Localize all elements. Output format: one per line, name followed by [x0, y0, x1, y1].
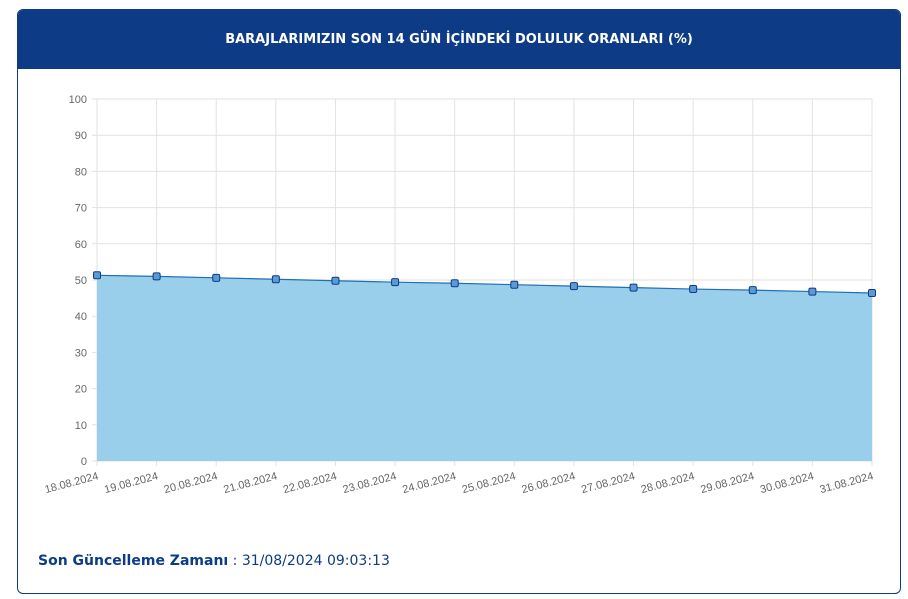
area	[97, 275, 872, 461]
point	[689, 285, 698, 294]
y-tick-label: 60	[75, 239, 87, 251]
point	[808, 287, 817, 296]
point	[93, 271, 101, 280]
x-tick-label: 30.08.2024	[759, 470, 815, 496]
point	[152, 272, 161, 281]
x-tick-label: 22.08.2024	[282, 470, 338, 496]
x-tick-label: 18.08.2024	[43, 470, 99, 496]
y-tick-label: 20	[75, 384, 87, 396]
point	[629, 283, 638, 292]
x-tick-label: 26.08.2024	[520, 470, 576, 496]
x-tick-label: 28.08.2024	[640, 470, 696, 496]
x-tick-label: 25.08.2024	[461, 470, 517, 496]
point	[450, 279, 459, 288]
update-info: Son Güncelleme Zamanı : 31/08/2024 09:03…	[38, 553, 390, 569]
point	[331, 276, 340, 285]
update-label: Son Güncelleme Zamanı	[38, 553, 229, 569]
card: BARAJLARIMIZIN SON 14 GÜN İÇİNDEKİ DOLUL…	[17, 9, 901, 594]
point	[391, 278, 400, 287]
x-tick-label: 31.08.2024	[818, 470, 874, 496]
x-tick-label: 27.08.2024	[580, 470, 636, 496]
y-tick-label: 100	[69, 94, 87, 106]
update-value: : 31/08/2024 09:03:13	[232, 553, 390, 569]
y-tick-label: 30	[75, 347, 87, 359]
x-tick-label: 20.08.2024	[163, 470, 219, 496]
y-tick-label: 90	[75, 130, 87, 142]
x-tick-label: 29.08.2024	[699, 470, 755, 496]
y-tick-label: 0	[81, 456, 87, 468]
y-tick-label: 40	[75, 311, 87, 323]
x-tick-label: 23.08.2024	[342, 470, 398, 496]
y-tick-label: 50	[75, 275, 87, 287]
point	[569, 282, 578, 291]
y-tick-label: 10	[75, 420, 87, 432]
point	[212, 273, 221, 282]
point	[868, 289, 876, 298]
y-tick-label: 70	[75, 203, 87, 215]
y-tick-label: 80	[75, 166, 87, 178]
line	[96, 274, 873, 294]
point	[748, 286, 757, 295]
x-tick-label: 24.08.2024	[401, 470, 457, 496]
point	[510, 280, 519, 289]
point	[271, 275, 280, 284]
chart-title: BARAJLARIMIZIN SON 14 GÜN İÇİNDEKİ DOLUL…	[18, 10, 900, 69]
x-tick-label: 19.08.2024	[103, 470, 159, 496]
x-tick-label: 21.08.2024	[222, 470, 278, 496]
